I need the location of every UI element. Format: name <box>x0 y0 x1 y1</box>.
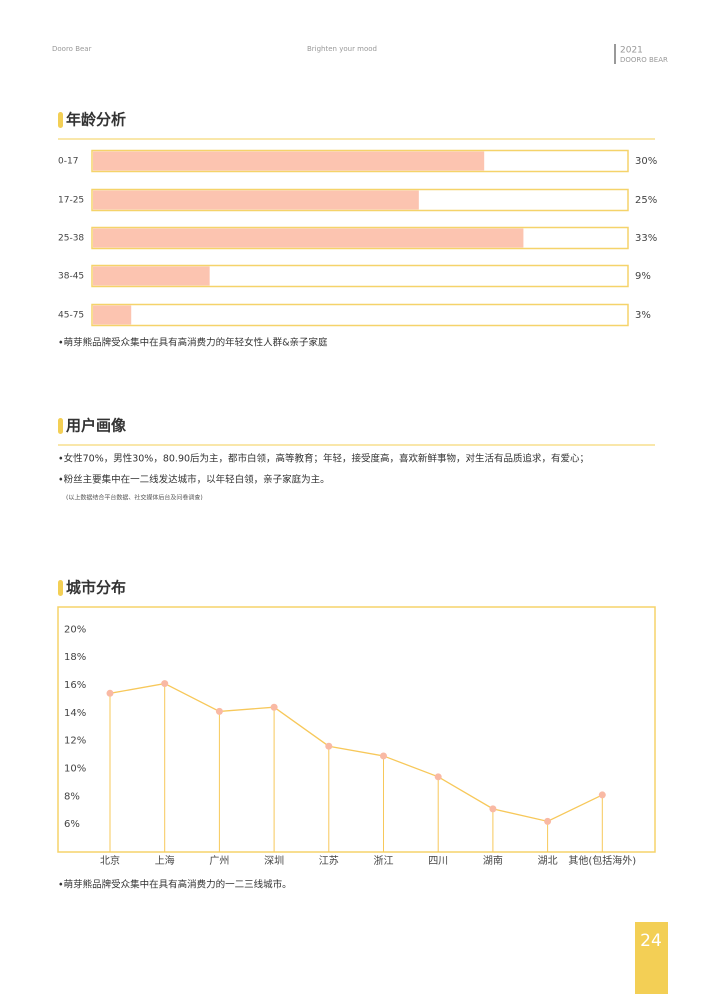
value-label: 25% <box>635 195 657 206</box>
section-title: 用户画像 <box>66 417 127 435</box>
x-tick-label: 四川 <box>428 856 448 867</box>
section-marker <box>58 112 63 128</box>
note: •粉丝主要集中在一二线发达城市，以年轻白领，亲子家庭为主。 <box>58 474 330 486</box>
y-tick-label: 25-38 <box>58 234 84 244</box>
bar <box>93 266 210 286</box>
marker <box>544 817 552 825</box>
value-label: 9% <box>635 271 651 282</box>
section-marker <box>58 580 63 596</box>
brand-left: Dooro Bear <box>52 45 92 53</box>
y-tick-label: 12% <box>64 736 86 747</box>
bar <box>93 190 419 210</box>
section-marker <box>58 418 63 434</box>
y-tick-label: 14% <box>64 708 86 719</box>
x-tick-label: 北京 <box>100 854 120 867</box>
x-tick-label: 湖南 <box>483 854 503 867</box>
section-title: 城市分布 <box>66 579 126 597</box>
y-tick-label: 16% <box>64 680 86 691</box>
year: 2021 <box>620 46 643 56</box>
x-tick-label: 广州 <box>209 855 229 867</box>
marker <box>270 703 278 711</box>
value-label: 3% <box>635 310 651 321</box>
marker <box>489 805 497 813</box>
marker <box>598 791 606 799</box>
bar <box>93 151 485 171</box>
plot-frame <box>57 606 656 853</box>
y-tick-label: 18% <box>64 652 86 663</box>
marker <box>161 680 169 688</box>
y-tick-label: 20% <box>64 624 86 635</box>
y-tick-label: 38-45 <box>58 272 84 282</box>
source-note: (以上数据结合平台数据、社交媒体后台及问卷调查) <box>66 494 203 502</box>
x-tick-label: 浙江 <box>374 855 394 867</box>
y-tick-label: 45-75 <box>58 311 84 321</box>
note: •萌芽熊品牌受众集中在具有高消费力的一二三线城市。 <box>58 879 292 891</box>
brand-right: DOORO BEAR <box>620 56 668 64</box>
marker <box>434 773 442 781</box>
marker <box>106 689 114 697</box>
x-tick-label: 其他(包括海外) <box>568 854 636 867</box>
y-tick-label: 17-25 <box>58 196 84 206</box>
bar-track <box>91 264 629 288</box>
section-title: 年龄分析 <box>66 111 126 129</box>
y-tick-label: 10% <box>64 763 86 774</box>
header-bar <box>614 44 616 64</box>
page-number: 24 <box>640 931 662 951</box>
x-tick-label: 上海 <box>155 854 175 867</box>
marker <box>325 742 333 750</box>
bar <box>93 305 132 325</box>
value-label: 33% <box>635 233 657 244</box>
tagline: Brighten your mood <box>307 45 377 53</box>
x-tick-label: 湖北 <box>538 855 558 867</box>
bar-track <box>91 303 629 327</box>
marker <box>215 707 223 715</box>
line <box>109 682 603 823</box>
note: •萌芽熊品牌受众集中在具有高消费力的年轻女性人群&亲子家庭 <box>58 337 328 349</box>
note: •女性70%，男性30%，80.90后为主，都市白领，高等教育；年轻，接受度高，… <box>58 453 589 465</box>
y-tick-label: 0-17 <box>58 157 78 167</box>
marker <box>380 752 387 760</box>
page-number-box <box>635 922 668 994</box>
x-tick-label: 深圳 <box>264 855 284 867</box>
bar <box>93 228 524 248</box>
x-tick-label: 江苏 <box>319 854 339 867</box>
value-label: 30% <box>635 156 657 167</box>
y-tick-label: 6% <box>64 819 80 830</box>
y-tick-label: 8% <box>64 791 80 802</box>
